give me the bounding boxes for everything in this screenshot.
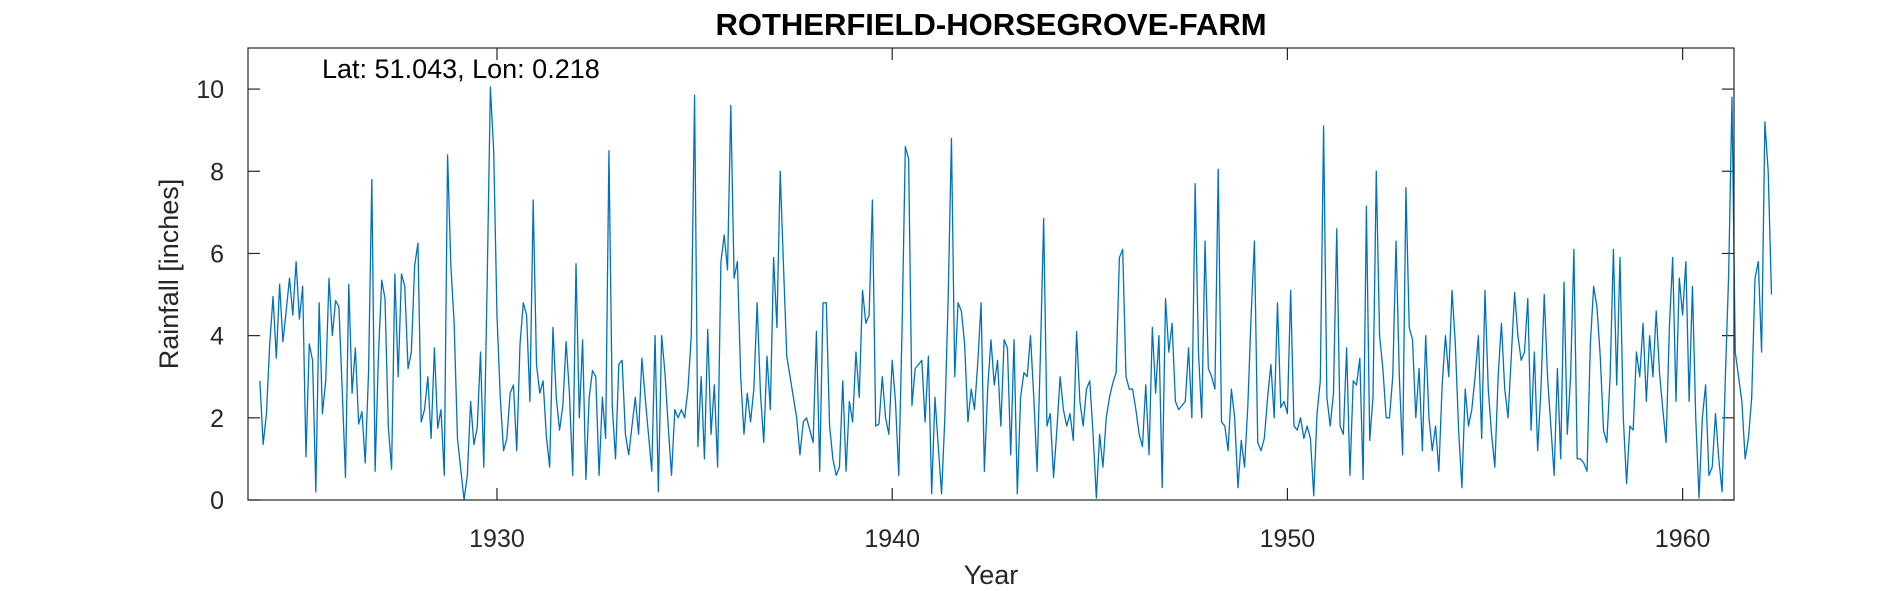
plot-area-background bbox=[248, 48, 1734, 500]
x-tick-label: 1930 bbox=[469, 525, 525, 553]
x-tick-label: 1950 bbox=[1260, 525, 1316, 553]
rainfall-series-line bbox=[259, 86, 1773, 501]
x-axis-label: Year bbox=[964, 560, 1019, 590]
y-tick-label: 0 bbox=[210, 487, 224, 515]
chart-title: ROTHERFIELD-HORSEGROVE-FARM bbox=[715, 7, 1266, 42]
y-axis-label: Rainfall [inches] bbox=[154, 179, 184, 370]
x-tick-label: 1960 bbox=[1655, 525, 1711, 553]
axis-ticks: 1930 1940 1950 1960 0 2 4 6 8 10 bbox=[196, 48, 1734, 553]
plot-area-frame bbox=[247, 47, 1735, 501]
x-tick-label: 1940 bbox=[864, 525, 920, 553]
lat-lon-annotation: Lat: 51.043, Lon: 0.218 bbox=[322, 54, 600, 84]
y-tick-label: 2 bbox=[210, 405, 224, 433]
y-tick-label: 10 bbox=[196, 76, 224, 104]
y-tick-label: 4 bbox=[210, 323, 224, 351]
y-tick-label: 8 bbox=[210, 158, 224, 186]
y-tick-label: 6 bbox=[210, 240, 224, 268]
